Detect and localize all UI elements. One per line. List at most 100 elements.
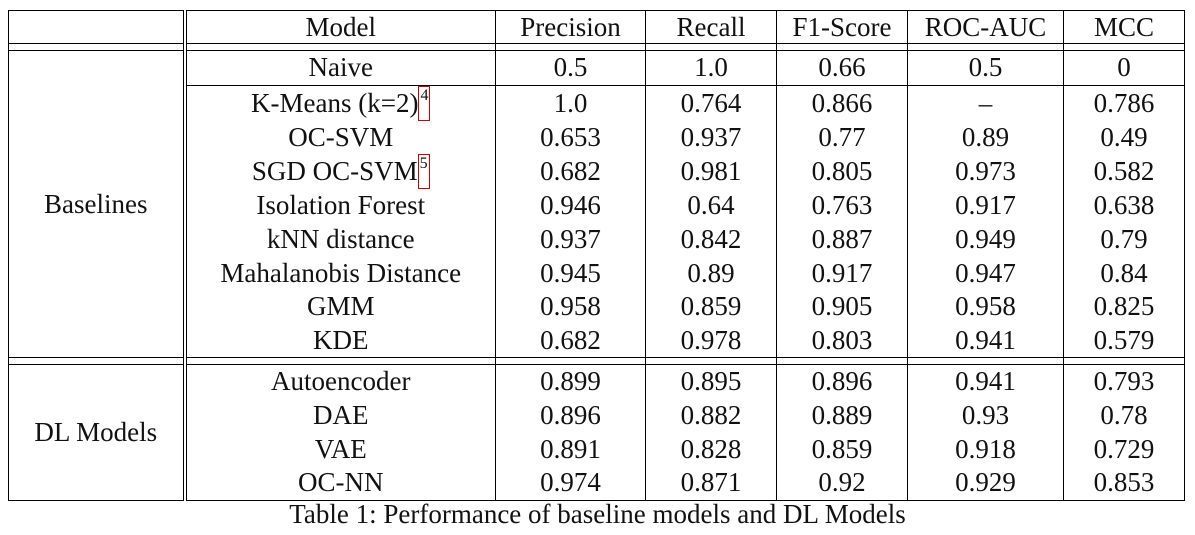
metric-cell: 0.941 bbox=[907, 364, 1064, 399]
separator-cell bbox=[495, 357, 646, 366]
section-separator bbox=[8, 43, 1185, 51]
model-name-cell: kNN distance bbox=[185, 223, 496, 257]
metric-cell: 0.889 bbox=[776, 398, 908, 433]
metric-cell: 0.918 bbox=[907, 432, 1064, 466]
metric-cell: 0.5 bbox=[907, 50, 1064, 86]
separator-cell bbox=[1063, 43, 1185, 51]
header-group-cell bbox=[8, 10, 187, 44]
table-row: DAE 0.896 0.882 0.889 0.93 0.78 bbox=[9, 398, 1185, 433]
model-name-cell: DAE bbox=[185, 399, 496, 433]
section-separator bbox=[8, 357, 1185, 366]
table-row: K-Means (k=2) 4 1.0 0.764 0.866–0.786 bbox=[9, 85, 1185, 121]
metric-cell: 0.859 bbox=[645, 289, 777, 324]
separator-cell bbox=[645, 43, 777, 51]
metric-cell: 0.905 bbox=[776, 289, 908, 324]
metric-cell: 0.764 bbox=[645, 85, 777, 121]
metric-cell: 0.579 bbox=[1063, 323, 1185, 359]
metric-cell: 0.891 bbox=[495, 432, 646, 466]
metric-cell: 0.84 bbox=[1063, 256, 1185, 290]
metric-cell: 0.582 bbox=[1063, 154, 1185, 190]
model-name-cell: VAE bbox=[185, 432, 496, 466]
separator-cell bbox=[907, 357, 1064, 366]
model-name-cell: OC-SVM bbox=[185, 121, 496, 155]
separator-cell bbox=[8, 43, 187, 51]
table-row: SGD OC-SVM 5 0.682 0.981 0.805 0.973 0.582 bbox=[9, 154, 1185, 190]
metric-cell: 0.978 bbox=[645, 323, 777, 359]
metric-cell: 0.763 bbox=[776, 189, 908, 223]
metric-cell: 0.917 bbox=[907, 189, 1064, 223]
metric-cell: 0.896 bbox=[776, 364, 908, 399]
metric-cell: 0.941 bbox=[907, 323, 1064, 359]
metric-cell: 0.89 bbox=[645, 256, 777, 290]
model-name: GMM bbox=[306, 291, 375, 322]
metric-cell: 0.49 bbox=[1063, 120, 1185, 155]
metric-cell: 1.0 bbox=[495, 85, 646, 121]
metric-cell: 0.895 bbox=[645, 364, 777, 399]
metric-cell: 0.793 bbox=[1063, 364, 1185, 399]
model-name-cell: Isolation Forest bbox=[185, 189, 496, 223]
metric-cell: 1.0 bbox=[645, 50, 777, 86]
footnote-marker[interactable]: 4 bbox=[418, 85, 431, 121]
table-row: OC-SVM 0.653 0.937 0.77 0.89 0.49 bbox=[9, 120, 1185, 155]
metric-cell: 0.79 bbox=[1063, 222, 1185, 257]
table-caption: Table 1: Performance of baseline models … bbox=[289, 499, 906, 529]
metric-cell: 0.896 bbox=[495, 398, 646, 433]
column-header-recall: Recall bbox=[645, 10, 777, 44]
metric-cell: 0.958 bbox=[907, 289, 1064, 324]
model-name: Mahalanobis Distance bbox=[220, 257, 462, 288]
metric-cell: 0.946 bbox=[495, 189, 646, 223]
metric-cell: 0.917 bbox=[776, 256, 908, 290]
metric-cell: 0.947 bbox=[907, 256, 1064, 290]
model-name: KDE bbox=[313, 324, 369, 355]
separator-cell bbox=[184, 43, 496, 51]
metric-cell: 0.78 bbox=[1063, 398, 1185, 433]
metric-cell: 0.899 bbox=[495, 364, 646, 399]
metric-cell: 0.929 bbox=[907, 465, 1064, 501]
model-name: VAE bbox=[314, 433, 367, 464]
group-label: Baselines bbox=[8, 50, 187, 359]
separator-cell bbox=[776, 43, 908, 51]
separator-cell bbox=[184, 357, 496, 366]
model-name-cell: KDE bbox=[184, 323, 496, 359]
metric-cell: 0.937 bbox=[645, 120, 777, 155]
model-name-cell: Naive bbox=[184, 50, 496, 86]
metric-cell: 0.945 bbox=[495, 256, 646, 290]
footnote-marker[interactable]: 5 bbox=[417, 154, 430, 190]
table-row: Mahalanobis Distance 0.945 0.89 0.917 0.947 0… bbox=[9, 256, 1185, 290]
metric-cell: 0.973 bbox=[907, 154, 1064, 190]
separator-cell bbox=[1063, 357, 1185, 366]
model-name: DAE bbox=[313, 400, 369, 431]
metric-cell: 0 bbox=[1063, 50, 1185, 86]
model-name-cell: K-Means (k=2) 4 bbox=[185, 85, 496, 121]
model-name: Isolation Forest bbox=[256, 190, 426, 221]
metric-cell: 0.853 bbox=[1063, 465, 1185, 501]
group-label: DL Models bbox=[8, 364, 187, 501]
table-row: KDE 0.682 0.978 0.803 0.941 0.579 bbox=[9, 323, 1185, 359]
metric-cell: 0.93 bbox=[907, 398, 1064, 433]
footnote-number: 4 bbox=[420, 86, 429, 104]
metric-cell: 0.949 bbox=[907, 222, 1064, 257]
table-row: DL Models Autoencoder 0.899 0.895 0.896 0.941… bbox=[8, 364, 1185, 501]
header-row: Model Precision Recall F1-Score ROC-AUC … bbox=[8, 10, 1185, 44]
metric-cell: 0.958 bbox=[495, 289, 646, 324]
column-header-precision: Precision bbox=[495, 10, 646, 44]
model-name-cell: Mahalanobis Distance bbox=[185, 256, 496, 290]
metric-cell: 0.653 bbox=[495, 120, 646, 155]
footnote-number: 5 bbox=[419, 155, 428, 173]
metric-cell: – bbox=[907, 85, 1064, 121]
table-row: OC-NN 0.974 0.871 0.92 0.929 0.853 bbox=[9, 465, 1185, 501]
metric-cell: 0.92 bbox=[776, 465, 908, 501]
metric-cell: 0.842 bbox=[645, 222, 777, 257]
model-name: OC-SVM bbox=[288, 121, 394, 152]
metric-cell: 0.882 bbox=[645, 398, 777, 433]
results-table: Model Precision Recall F1-Score ROC-AUC … bbox=[8, 10, 1185, 501]
metric-cell: 0.805 bbox=[776, 154, 908, 190]
metric-cell: 0.871 bbox=[645, 465, 777, 501]
model-name-cell: SGD OC-SVM 5 bbox=[185, 154, 496, 190]
metric-cell: 0.859 bbox=[776, 432, 908, 466]
metric-cell: 0.638 bbox=[1063, 189, 1185, 223]
metric-cell: 0.828 bbox=[645, 432, 777, 466]
metric-cell: 0.786 bbox=[1063, 85, 1185, 121]
metric-cell: 0.77 bbox=[776, 120, 908, 155]
